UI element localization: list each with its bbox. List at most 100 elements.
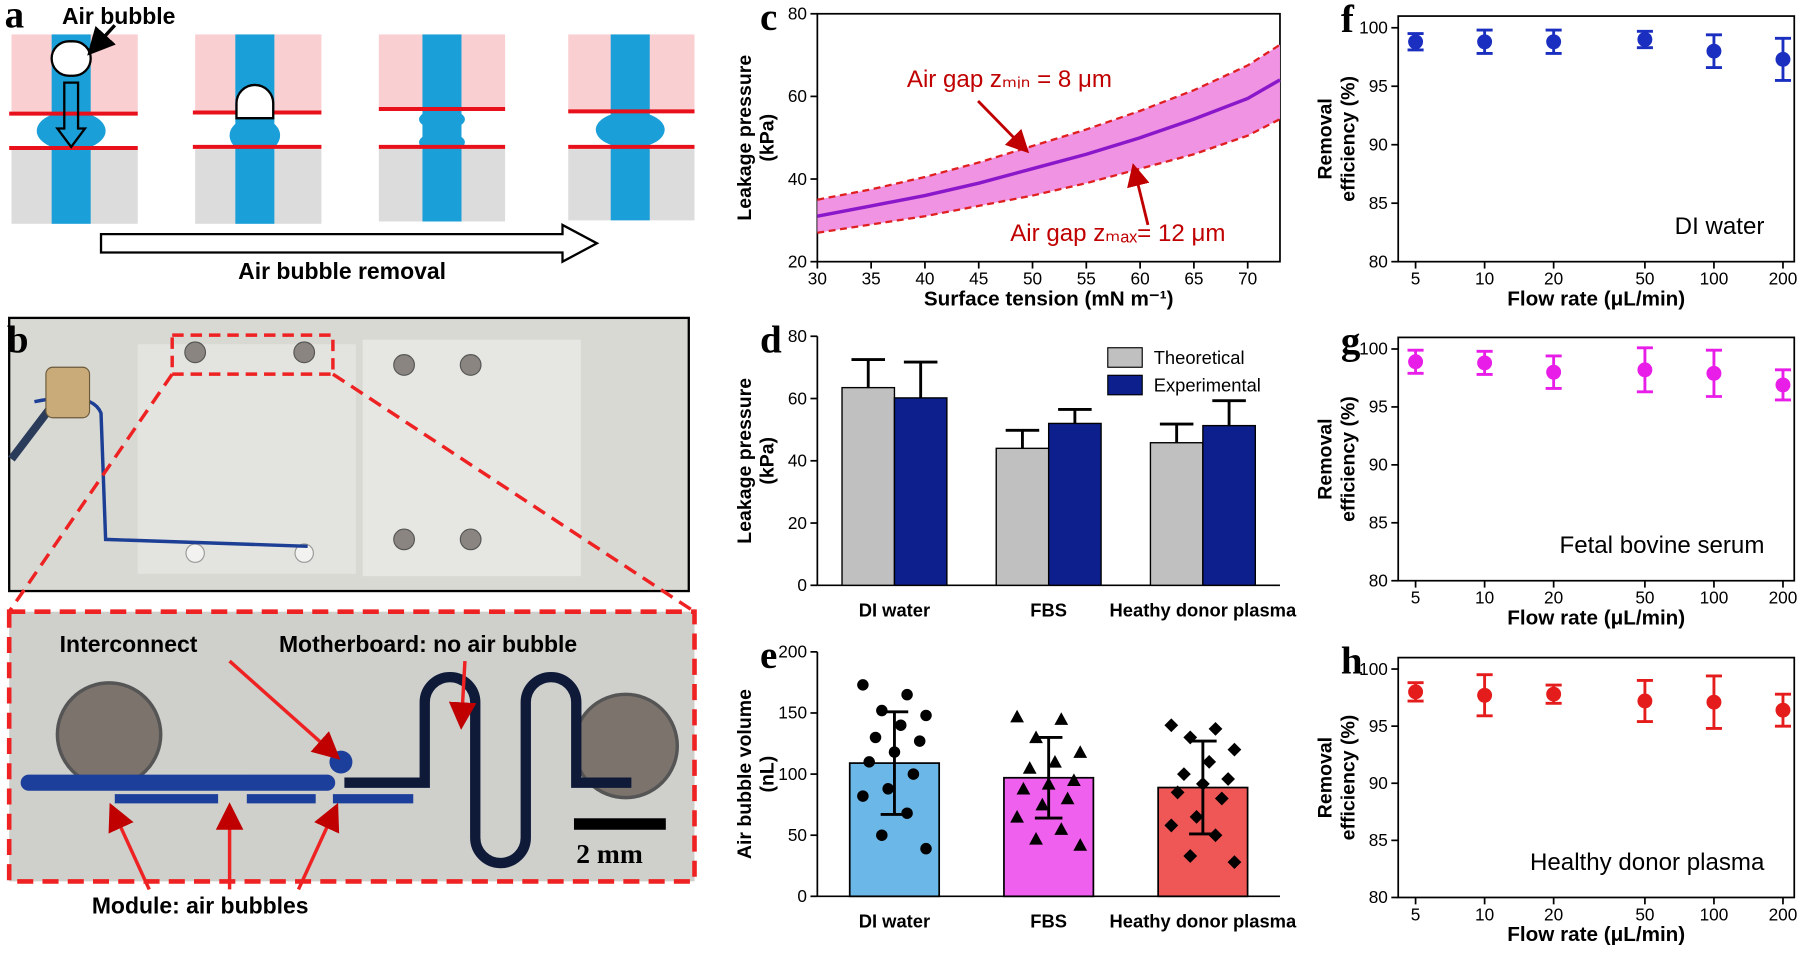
- x-tick-label: 200: [1769, 588, 1798, 608]
- point: [1164, 718, 1179, 733]
- x-tick-label: 45: [969, 269, 988, 289]
- legend-label: Experimental: [1154, 374, 1261, 395]
- annotation: Air gap zₘₐₓ= 12 μm: [1010, 220, 1225, 247]
- point: [1029, 831, 1043, 845]
- point: [1706, 43, 1722, 59]
- point: [1164, 818, 1179, 833]
- legend-label: Theoretical: [1154, 347, 1245, 368]
- point: [907, 768, 920, 780]
- error-bar: [903, 360, 938, 398]
- point: [1170, 785, 1185, 800]
- x-tick-label: 50: [1023, 269, 1042, 289]
- y-tick-label: 60: [788, 388, 807, 408]
- y-tick-label: 200: [778, 642, 807, 662]
- point: [1637, 31, 1653, 47]
- y-axis-label: efficiency (%): [1338, 715, 1360, 841]
- point: [1073, 745, 1088, 758]
- y-tick-label: 100: [1359, 18, 1388, 38]
- y-tick-label: 80: [1369, 570, 1388, 590]
- scale-bar-label: 2 mm: [576, 838, 643, 869]
- point: [1010, 809, 1024, 823]
- point: [1706, 694, 1722, 710]
- bar: [1149, 442, 1204, 586]
- legend-swatch: [1107, 374, 1143, 396]
- y-tick-label: 0: [797, 886, 807, 906]
- x-tick-label: 200: [1769, 269, 1798, 289]
- y-axis-label: Removal: [1315, 98, 1337, 179]
- y-tick-label: 80: [788, 326, 807, 346]
- x-axis-label: Flow rate (μL/min): [1507, 606, 1685, 629]
- point: [1202, 754, 1217, 769]
- point: [1016, 781, 1031, 795]
- point: [1775, 377, 1791, 393]
- annotation: Motherboard: no air bubble: [279, 631, 577, 657]
- x-tick-label: 10: [1475, 588, 1494, 608]
- y-axis-label: Air bubble volume: [734, 689, 756, 859]
- point: [1477, 34, 1493, 50]
- y-tick-label: 20: [788, 513, 807, 533]
- point: [1408, 684, 1424, 700]
- x-tick-label: 55: [1077, 269, 1096, 289]
- x-axis-label: Flow rate (μL/min): [1507, 287, 1685, 310]
- y-tick-label: 60: [788, 86, 807, 106]
- y-tick-label: 100: [1359, 659, 1388, 679]
- point: [1637, 693, 1653, 709]
- x-axis-label: Surface tension (mN m⁻¹): [924, 287, 1174, 310]
- annotation: Module: air bubbles: [92, 893, 309, 919]
- point: [1177, 767, 1191, 781]
- x-tick-label: 50: [1635, 588, 1654, 608]
- y-axis-label: efficiency (%): [1338, 396, 1360, 522]
- line: [817, 118, 1281, 234]
- point: [1208, 721, 1223, 736]
- panel-label: a: [5, 0, 25, 37]
- point: [1546, 686, 1562, 702]
- legend-swatch: [1107, 347, 1143, 368]
- y-tick-label: 85: [1369, 830, 1388, 850]
- y-tick-label: 100: [1359, 339, 1388, 359]
- x-tick-label: 35: [862, 269, 881, 289]
- point: [1073, 838, 1088, 851]
- y-axis-label: Leakage pressure: [734, 378, 756, 544]
- plot-frame: [1397, 656, 1796, 899]
- panel-b-photo: [6, 316, 697, 891]
- caption: Air bubble removal: [238, 258, 446, 284]
- y-tick-label: 100: [778, 764, 807, 784]
- plot-frame: [816, 12, 1281, 263]
- x-tick-label: 10: [1475, 269, 1494, 289]
- x-tick-label: DI water: [859, 599, 930, 620]
- point: [857, 790, 869, 802]
- x-tick-label: 20: [1544, 904, 1563, 924]
- panel-label: c: [760, 0, 777, 39]
- panel-label: h: [1341, 640, 1363, 683]
- annotation: Interconnect: [60, 631, 198, 657]
- x-tick-label: Heathy donor plasma: [1110, 910, 1298, 931]
- point: [1546, 364, 1562, 380]
- point: [1035, 797, 1050, 811]
- panel-label: g: [1341, 319, 1361, 362]
- bar: [841, 386, 896, 586]
- point: [876, 829, 888, 841]
- y-tick-label: 150: [778, 703, 807, 723]
- point: [1060, 791, 1075, 805]
- point: [1477, 355, 1493, 371]
- point: [1067, 773, 1081, 786]
- x-tick-label: 5: [1411, 269, 1421, 289]
- point: [920, 842, 932, 855]
- y-tick-label: 95: [1369, 716, 1388, 736]
- y-axis-label: efficiency (%): [1338, 76, 1360, 202]
- point: [1706, 365, 1722, 381]
- point: [1022, 761, 1037, 774]
- bar: [1047, 422, 1102, 586]
- point: [1408, 34, 1424, 50]
- point: [1546, 34, 1562, 50]
- x-tick-label: DI water: [859, 910, 930, 931]
- point: [1054, 822, 1069, 835]
- point: [863, 756, 875, 768]
- point: [920, 709, 932, 722]
- x-tick-label: 5: [1411, 904, 1421, 924]
- point: [1010, 709, 1024, 723]
- point: [1227, 742, 1242, 757]
- bar: [893, 397, 948, 586]
